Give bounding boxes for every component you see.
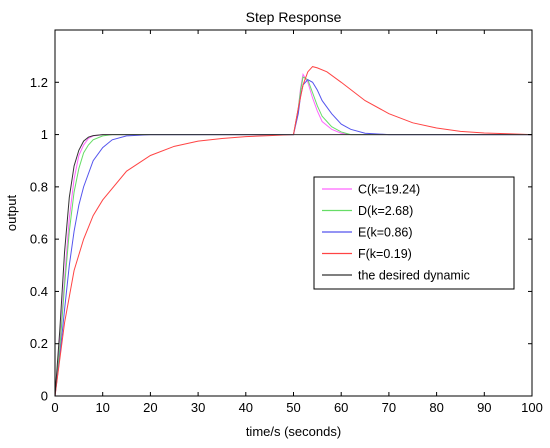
x-tick-label: 40 xyxy=(239,400,253,415)
legend-label: F(k=0.19) xyxy=(358,247,412,261)
legend-label: the desired dynamic xyxy=(358,269,470,283)
y-tick-label: 0 xyxy=(41,389,48,404)
legend-box xyxy=(313,176,515,290)
series-line-5 xyxy=(54,134,532,397)
y-axis-label: output xyxy=(4,195,19,232)
y-tick-label: 0.4 xyxy=(30,284,48,299)
chart-title: Step Response xyxy=(246,9,342,25)
series-layer xyxy=(54,66,533,397)
y-tick-label: 1.2 xyxy=(30,75,48,90)
x-tick-label: 100 xyxy=(521,400,543,415)
x-tick-label: 0 xyxy=(51,400,58,415)
legend-label: E(k=0.86) xyxy=(358,226,413,240)
x-tick-label: 90 xyxy=(477,400,491,415)
ticks-layer: 0 10 20 30 40 50 60 70 80 90 100 0 0.2 0.4 0.6 0.8 1 1.2 xyxy=(30,30,543,415)
x-tick-label: 70 xyxy=(382,400,396,415)
x-tick-label: 60 xyxy=(334,400,348,415)
y-tick-label: 1 xyxy=(41,127,48,142)
y-tick-label: 0.2 xyxy=(30,336,48,351)
legend-label: C(k=19.24) xyxy=(358,183,420,197)
x-tick-label: 30 xyxy=(191,400,205,415)
legend-label: D(k=2.68) xyxy=(358,204,413,218)
x-tick-label: 20 xyxy=(143,400,157,415)
x-axis-label: time/s (seconds) xyxy=(246,424,341,439)
legend: C(k=19.24) D(k=2.68) E(k=0.86) F(k=0.19) the… xyxy=(313,176,515,290)
y-tick-label: 0.8 xyxy=(30,179,48,194)
x-tick-label: 10 xyxy=(95,400,109,415)
x-tick-label: 80 xyxy=(429,400,443,415)
series-line-4 xyxy=(54,66,533,397)
x-tick-label: 50 xyxy=(286,400,300,415)
y-tick-label: 0.6 xyxy=(30,232,48,247)
